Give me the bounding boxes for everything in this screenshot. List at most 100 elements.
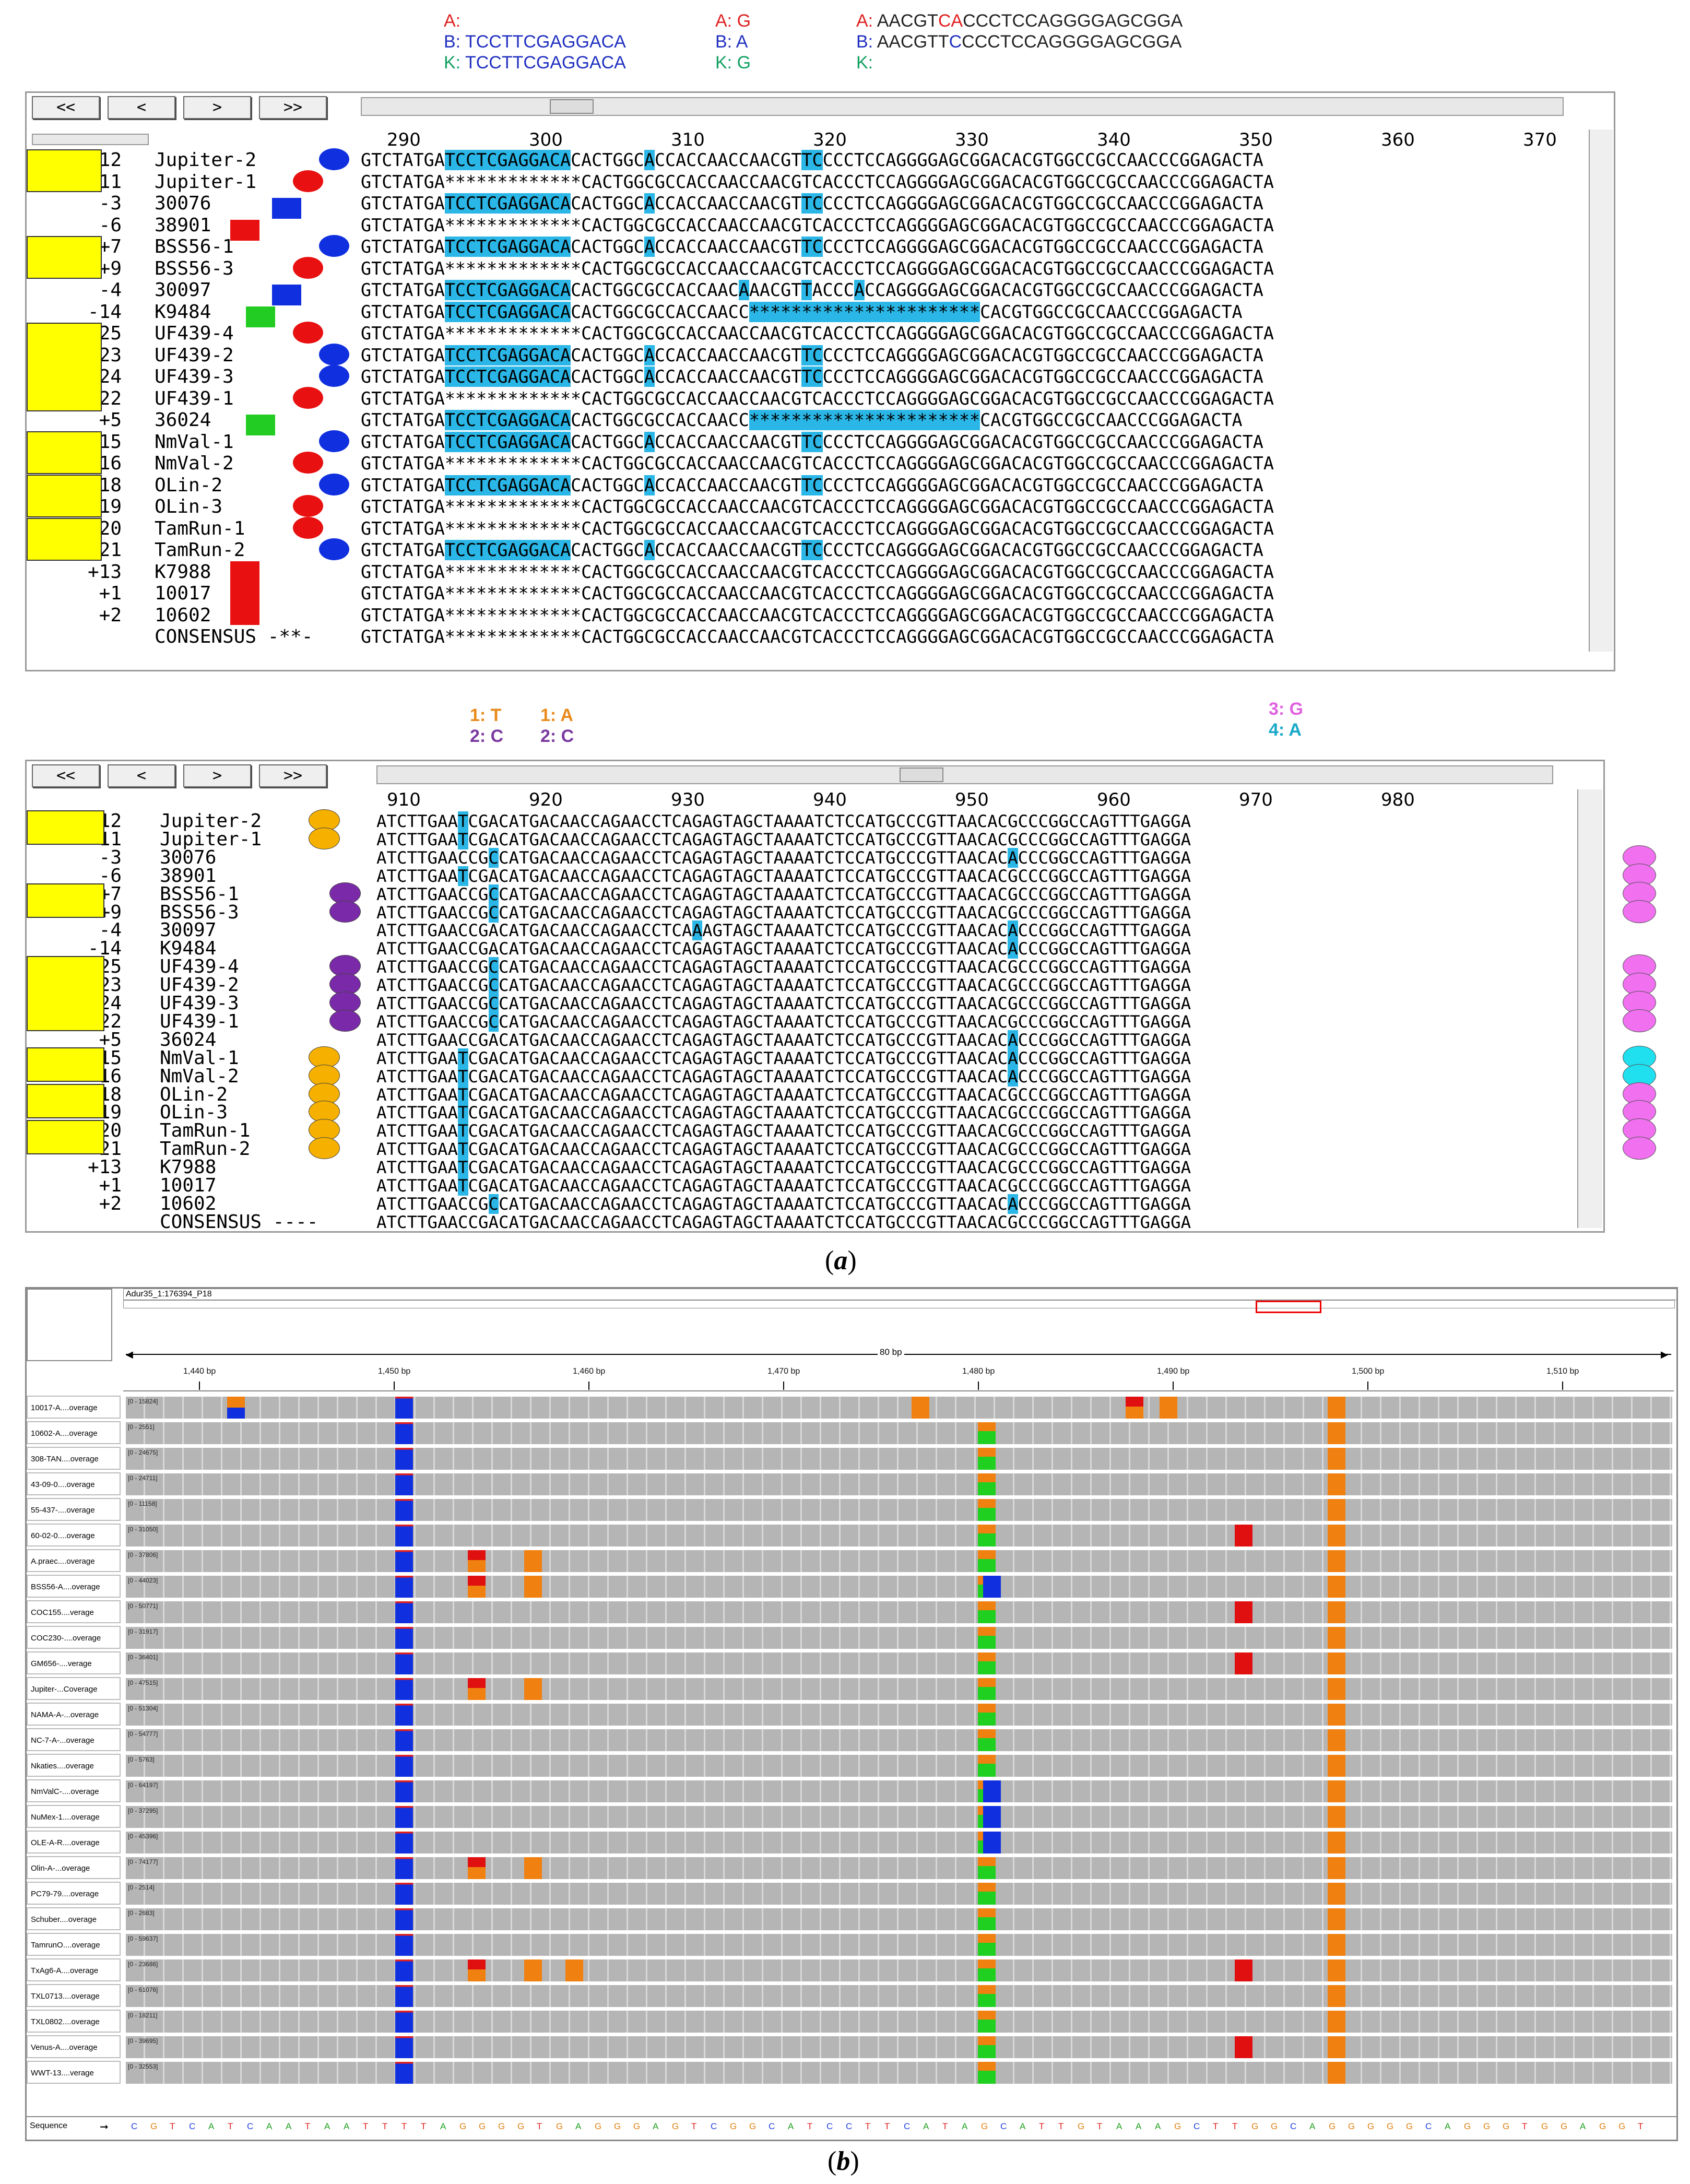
prev-button[interactable]: < [108,96,175,119]
prev-button[interactable]: < [108,764,175,787]
track-label[interactable]: Olin-A-...overage [27,1856,121,1879]
track-label[interactable]: GM656-....verage [27,1651,121,1674]
track-label[interactable]: PC79-79....overage [27,1882,121,1905]
sample-name[interactable]: CONSENSUS -**- [155,626,313,647]
track-label[interactable]: Jupiter-...Coverage [27,1677,121,1700]
sample-name[interactable]: NmVal-1 [160,1047,239,1069]
track-label[interactable]: OLE-A-R....overage [27,1831,121,1854]
sample-name[interactable]: UF439-2 [160,974,239,996]
sample-name[interactable]: UF439-1 [160,1010,239,1032]
sample-name[interactable]: OLin-2 [160,1083,228,1105]
track-label[interactable]: NuMex-1....overage [27,1805,121,1828]
sample-name[interactable]: NmVal-1 [155,431,234,453]
track-label[interactable]: COC230-....overage [27,1626,121,1649]
sample-name[interactable]: 10017 [160,1175,217,1196]
sample-name[interactable]: UF439-3 [155,366,234,387]
sequence-segment: CGACATGACAACCAGAACCTCAGAGTAGCTAAAATCTCCA… [468,1139,1191,1160]
first-button[interactable]: << [32,96,100,119]
base: T [421,2121,427,2131]
track-label[interactable]: Schuber....overage [27,1907,121,1930]
track-label[interactable]: 55-437-....overage [27,1498,121,1521]
sample-name[interactable]: UF439-4 [155,323,234,344]
sample-name[interactable]: TamRun-1 [160,1120,251,1142]
track-label[interactable]: BSS56-A....overage [27,1575,121,1598]
track-label[interactable]: WWT-13....verage [27,2061,121,2084]
sample-name[interactable]: Jupiter-1 [160,828,262,850]
name-scrollbar[interactable] [32,134,149,145]
sequence-segment: CCCTCCAGGGGAGCGGACACGTGGCCGCCAACCCGGAGAC… [822,431,1263,452]
sample-name[interactable]: TamRun-2 [155,539,245,561]
sample-name[interactable]: 36024 [155,409,211,431]
sample-name[interactable]: UF439-4 [160,956,239,978]
sample-name[interactable]: K7988 [160,1156,217,1178]
horizontal-scrollbar[interactable] [361,97,1564,116]
sample-name[interactable]: 38901 [155,214,211,236]
row-index: +5 [99,1029,122,1050]
sample-name[interactable]: 36024 [160,1029,217,1050]
track-label[interactable]: 10602-A....overage [27,1421,121,1444]
sample-name[interactable]: 30097 [155,279,211,301]
horizontal-scrollbar[interactable] [376,765,1553,784]
base: G [1367,2121,1375,2131]
sample-name[interactable]: OLin-3 [160,1102,228,1124]
track-label[interactable]: NAMA-A-...overage [27,1703,121,1726]
vertical-scrollbar[interactable] [1577,789,1602,1228]
sample-name[interactable]: Jupiter-1 [155,171,257,193]
last-button[interactable]: >> [259,764,327,787]
sample-name[interactable]: 30076 [155,193,211,214]
track-label[interactable]: TXL0713....overage [27,1984,121,2007]
track-label[interactable]: TamrunO....overage [27,1933,121,1956]
next-button[interactable]: > [183,96,251,119]
sample-name[interactable]: Jupiter-2 [160,810,262,832]
track-label[interactable]: A.praec....overage [27,1549,121,1572]
vertical-scrollbar[interactable] [1589,129,1613,652]
sample-name[interactable]: OLin-3 [155,496,223,517]
ruler-tick: 960 [1097,789,1131,810]
allele-1-marker [309,1082,340,1105]
scroll-thumb[interactable] [550,99,594,114]
sample-name[interactable]: UF439-2 [155,344,234,366]
last-button[interactable]: >> [259,96,327,119]
sample-name[interactable]: K7988 [155,561,211,583]
alignment-row: +13 K7988 ATCTTGAATCGACATGACAACCAGAACCTCAG… [27,1156,1603,1178]
sample-name[interactable]: 10017 [155,583,211,604]
arrow-right-icon[interactable]: ➞ [100,2121,109,2133]
sample-name[interactable]: 30097 [160,919,217,941]
sample-name[interactable]: K9484 [155,301,211,323]
sample-name[interactable]: BSS56-1 [155,236,234,257]
sample-name[interactable]: UF439-1 [155,387,234,409]
track-label[interactable]: 43-09-0....overage [27,1472,121,1495]
sample-name[interactable]: Jupiter-2 [155,149,257,171]
sample-name[interactable]: NmVal-2 [155,453,234,474]
sample-name[interactable]: NmVal-2 [160,1065,239,1087]
track-label[interactable]: COC155....verage [27,1600,121,1623]
col1-line: B: TCCTTCGAGGACA [444,31,626,52]
sample-name[interactable]: 30076 [160,846,217,868]
sample-name[interactable]: TamRun-1 [155,517,245,539]
sample-name[interactable]: TamRun-2 [160,1138,251,1160]
track-label[interactable]: TXL0802....overage [27,2010,121,2033]
sample-name[interactable]: BSS56-3 [155,257,234,279]
group-box [27,474,102,517]
track-label[interactable]: NmValC-....overage [27,1779,121,1802]
track-label[interactable]: 10017-A....overage [27,1396,121,1419]
track-label[interactable]: Nkaties....overage [27,1754,121,1777]
sample-name[interactable]: K9484 [160,938,217,960]
track-label[interactable]: 308-TAN....overage [27,1447,121,1470]
sequence-label: Sequence [30,2121,68,2130]
scroll-thumb[interactable] [900,768,943,782]
sample-name[interactable]: 10602 [155,604,211,626]
first-button[interactable]: << [32,764,100,787]
sample-name[interactable]: BSS56-1 [160,883,239,905]
track-label[interactable]: Venus-A....overage [27,2035,121,2058]
next-button[interactable]: > [183,764,251,787]
sample-name[interactable]: CONSENSUS ---- [160,1211,318,1233]
sample-name[interactable]: OLin-2 [155,474,223,496]
track-label[interactable]: TxAg6-A....overage [27,1958,121,1981]
track-label[interactable]: NC-7-A-...overage [27,1728,121,1751]
track-label[interactable]: 60-02-0....overage [27,1524,121,1546]
sample-name[interactable]: 10602 [160,1193,217,1214]
sample-name[interactable]: BSS56-3 [160,901,239,923]
sample-name[interactable]: 38901 [160,865,217,887]
sample-name[interactable]: UF439-3 [160,993,239,1014]
